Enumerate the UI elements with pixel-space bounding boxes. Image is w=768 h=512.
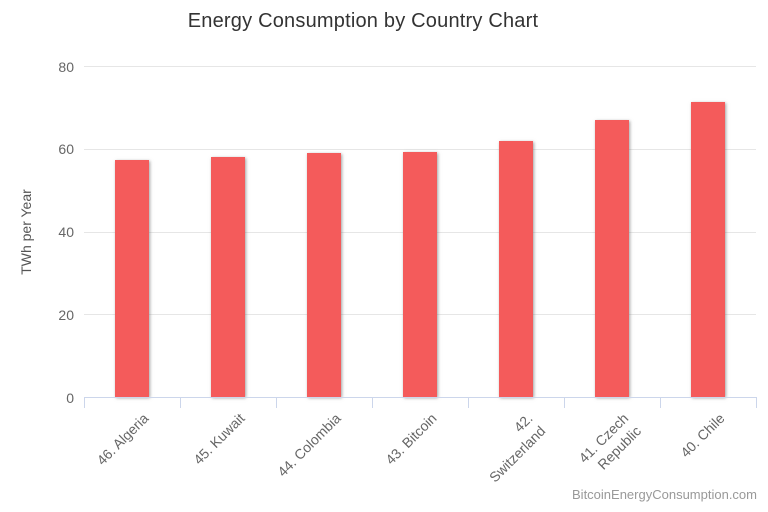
y-axis-tick-label: 0	[66, 389, 74, 406]
x-axis-tick-label: 41. Czech Republic	[575, 410, 644, 473]
x-axis-tick-mark	[660, 398, 661, 408]
bar[interactable]	[691, 102, 725, 397]
bar[interactable]	[115, 160, 149, 397]
bar[interactable]	[403, 152, 437, 397]
x-axis-tick-label: 43. Bitcoin	[381, 410, 440, 468]
x-axis-tick-mark	[468, 398, 469, 408]
x-axis-tick-label: 46. Algeria	[93, 410, 152, 469]
bar[interactable]	[499, 141, 533, 397]
x-axis-tick-label: 40. Chile	[676, 410, 728, 461]
x-axis-tick-mark	[180, 398, 181, 408]
x-axis-tick-mark	[276, 398, 277, 408]
x-axis-tick-label: 42. Switzerland	[485, 410, 548, 485]
x-axis-tick-mark	[84, 398, 85, 408]
gridline	[84, 148, 756, 150]
x-axis-tick-mark	[372, 398, 373, 408]
x-axis-tick-label: 45. Kuwait	[189, 410, 248, 468]
bar[interactable]	[211, 157, 245, 397]
chart-title: Energy Consumption by Country Chart	[187, 10, 539, 32]
y-axis-tick-label: 40	[58, 224, 74, 240]
bar[interactable]	[307, 153, 341, 397]
gridline	[84, 66, 756, 67]
x-axis-tick-label: 44. Colombia	[273, 410, 344, 480]
y-axis-tick-label: 60	[58, 141, 74, 158]
y-axis-tick-label: 80	[58, 58, 74, 75]
x-axis-tick-mark	[756, 398, 757, 408]
x-axis-tick-mark	[564, 398, 565, 408]
bar[interactable]	[595, 120, 629, 397]
credit-link[interactable]: BitcoinEnergyConsumption.com	[572, 487, 757, 502]
x-axis-line	[84, 397, 757, 398]
y-axis-tick-label: 20	[58, 306, 74, 323]
